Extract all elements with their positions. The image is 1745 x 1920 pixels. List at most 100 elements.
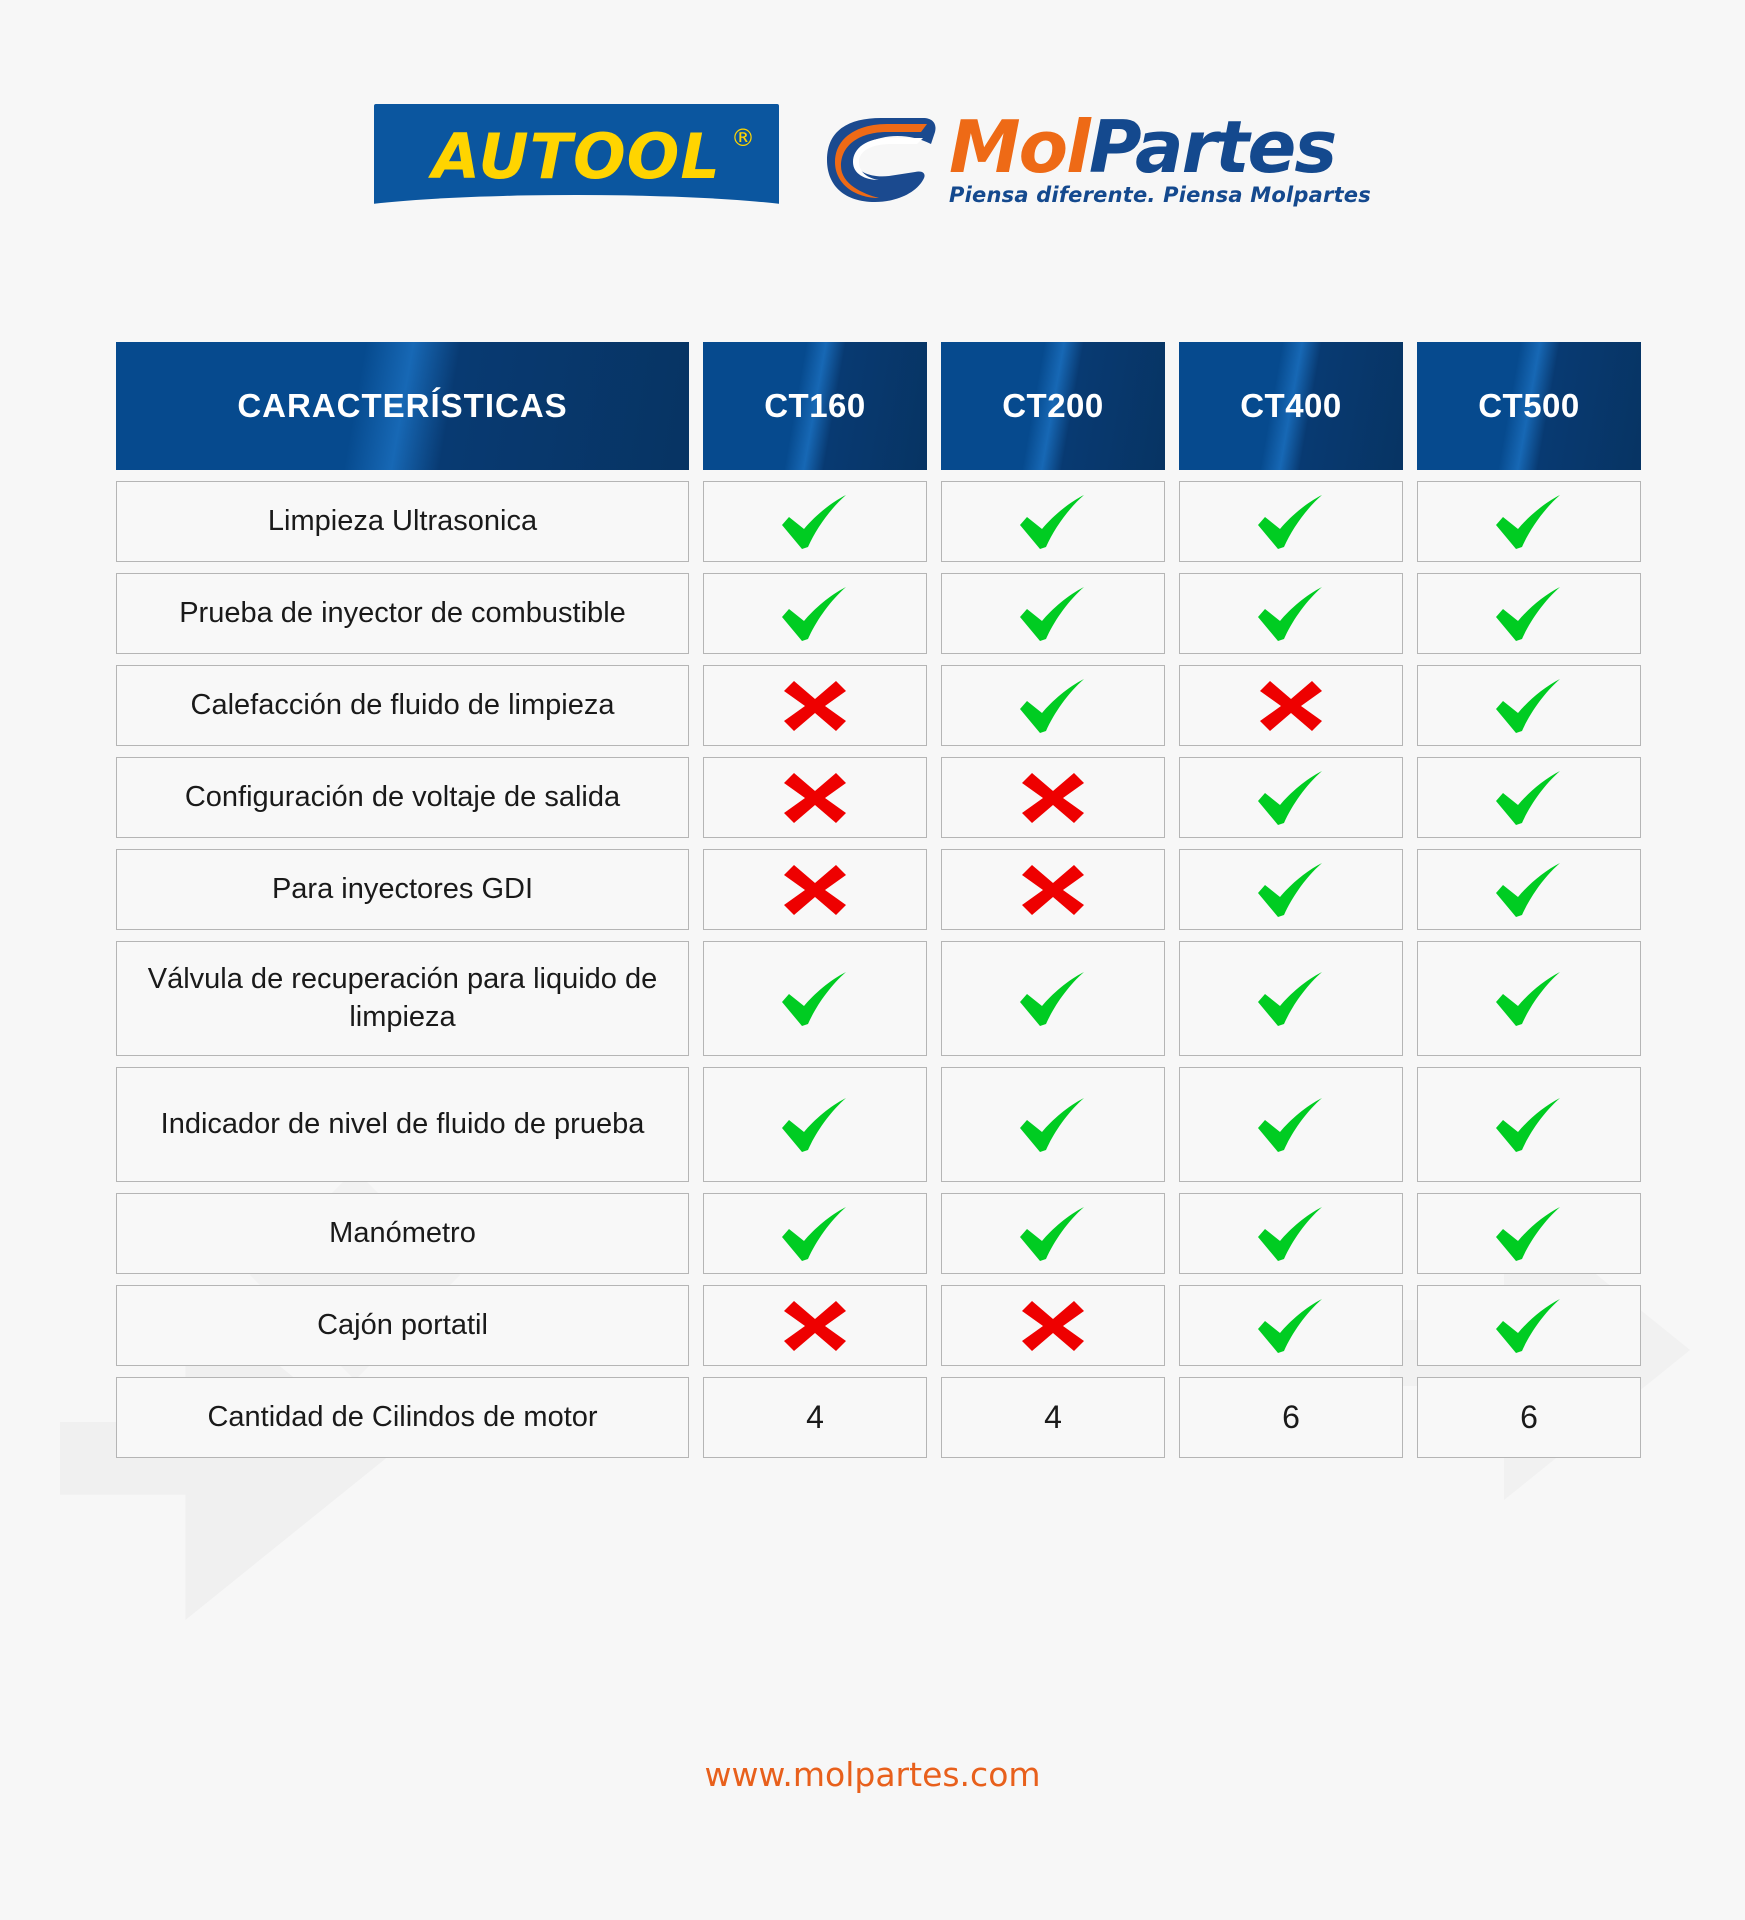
molpartes-wordmark-block: MolPartes Piensa diferente. Piensa Molpa…: [949, 111, 1371, 208]
feature-label: Indicador de nivel de fluido de prueba: [116, 1067, 689, 1182]
cell-ct200-supported: [941, 1067, 1165, 1182]
cell-ct160-supported: [703, 481, 927, 562]
check-icon: [782, 586, 846, 641]
cell-ct500-supported: [1417, 1193, 1641, 1274]
check-icon: [1258, 494, 1322, 549]
cell-ct500-supported: [1417, 1285, 1641, 1366]
header-cell-ct400: CT400: [1179, 342, 1403, 470]
table-row: Limpieza Ultrasonica: [116, 481, 1641, 562]
cell-ct500-supported: [1417, 941, 1641, 1056]
check-icon: [1020, 678, 1084, 733]
cell-ct400-supported: [1179, 941, 1403, 1056]
cross-icon: [784, 680, 846, 731]
feature-label: Prueba de inyector de combustible: [116, 573, 689, 654]
feature-label: Cajón portatil: [116, 1285, 689, 1366]
cell-ct400-supported: [1179, 757, 1403, 838]
header-cell-ct500: CT500: [1417, 342, 1641, 470]
check-icon: [1020, 586, 1084, 641]
cross-icon: [784, 1300, 846, 1351]
cell-ct200-not-supported: [941, 1285, 1165, 1366]
cell-ct160-not-supported: [703, 849, 927, 930]
cross-icon: [784, 864, 846, 915]
table-row: Calefacción de fluido de limpieza: [116, 665, 1641, 746]
registered-trademark-icon: ®: [731, 124, 756, 152]
table-row: Para inyectores GDI: [116, 849, 1641, 930]
cross-icon: [1022, 1300, 1084, 1351]
header-cell-ct160: CT160: [703, 342, 927, 470]
cell-ct160-supported: [703, 573, 927, 654]
check-icon: [1496, 586, 1560, 641]
table-row: Manómetro: [116, 1193, 1641, 1274]
check-icon: [1258, 770, 1322, 825]
cell-ct160-not-supported: [703, 757, 927, 838]
cell-ct160-not-supported: [703, 1285, 927, 1366]
cell-ct500-supported: [1417, 481, 1641, 562]
molpartes-tagline: Piensa diferente. Piensa Molpartes: [949, 183, 1371, 208]
cell-ct200-not-supported: [941, 757, 1165, 838]
table-row: Cajón portatil: [116, 1285, 1641, 1366]
cell-ct500-supported: [1417, 757, 1641, 838]
cell-ct400-value: 6: [1179, 1377, 1403, 1458]
check-icon: [1496, 862, 1560, 917]
header-cell-features: CARACTERÍSTICAS: [116, 342, 689, 470]
check-icon: [1496, 1206, 1560, 1261]
cell-ct400-not-supported: [1179, 665, 1403, 746]
feature-label: Calefacción de fluido de limpieza: [116, 665, 689, 746]
check-icon: [1496, 1298, 1560, 1353]
check-icon: [1020, 971, 1084, 1026]
cell-ct500-supported: [1417, 849, 1641, 930]
cell-ct400-supported: [1179, 1285, 1403, 1366]
check-icon: [1496, 494, 1560, 549]
table-row: Válvula de recuperación para liquido de …: [116, 941, 1641, 1056]
table-row: Cantidad de Cilindos de motor 4 4 6 6: [116, 1377, 1641, 1458]
cell-ct200-supported: [941, 665, 1165, 746]
check-icon: [1258, 586, 1322, 641]
cell-ct160-not-supported: [703, 665, 927, 746]
footer-website-url[interactable]: www.molpartes.com: [704, 1755, 1041, 1794]
autool-logo: AUTOOL ®: [374, 104, 780, 216]
check-icon: [782, 971, 846, 1026]
logo-bar: AUTOOL ® MolPartes Piensa diferente. Pie…: [0, 95, 1745, 225]
cell-ct400-supported: [1179, 1193, 1403, 1274]
check-icon: [782, 1206, 846, 1261]
check-icon: [1020, 1097, 1084, 1152]
check-icon: [782, 494, 846, 549]
autool-wordmark: AUTOOL: [432, 119, 721, 193]
cross-icon: [784, 772, 846, 823]
cell-ct160-supported: [703, 1193, 927, 1274]
feature-label: Manómetro: [116, 1193, 689, 1274]
cross-icon: [1260, 680, 1322, 731]
molpartes-logo: MolPartes Piensa diferente. Piensa Molpa…: [819, 110, 1371, 210]
cross-icon: [1022, 772, 1084, 823]
check-icon: [1020, 1206, 1084, 1261]
molpartes-wordmark: MolPartes: [949, 111, 1371, 183]
cell-ct400-supported: [1179, 573, 1403, 654]
cell-ct200-value: 4: [941, 1377, 1165, 1458]
feature-label: Válvula de recuperación para liquido de …: [116, 941, 689, 1056]
feature-label: Configuración de voltaje de salida: [116, 757, 689, 838]
cross-icon: [1022, 864, 1084, 915]
cell-ct200-supported: [941, 941, 1165, 1056]
check-icon: [1258, 1206, 1322, 1261]
cell-ct160-value: 4: [703, 1377, 927, 1458]
cell-ct200-supported: [941, 1193, 1165, 1274]
comparison-table: CARACTERÍSTICAS CT160 CT200 CT400 CT500 …: [116, 342, 1641, 1469]
table-row: Configuración de voltaje de salida: [116, 757, 1641, 838]
feature-label: Cantidad de Cilindos de motor: [116, 1377, 689, 1458]
cell-ct400-supported: [1179, 1067, 1403, 1182]
check-icon: [1496, 678, 1560, 733]
cell-ct200-supported: [941, 573, 1165, 654]
check-icon: [1496, 1097, 1560, 1152]
cell-ct500-supported: [1417, 1067, 1641, 1182]
cell-ct200-supported: [941, 481, 1165, 562]
feature-label: Para inyectores GDI: [116, 849, 689, 930]
cell-ct500-supported: [1417, 573, 1641, 654]
cell-ct160-supported: [703, 941, 927, 1056]
check-icon: [1020, 494, 1084, 549]
check-icon: [1496, 770, 1560, 825]
table-header-row: CARACTERÍSTICAS CT160 CT200 CT400 CT500: [116, 342, 1641, 470]
check-icon: [1258, 1097, 1322, 1152]
feature-label: Limpieza Ultrasonica: [116, 481, 689, 562]
table-row: Prueba de inyector de combustible: [116, 573, 1641, 654]
header-cell-ct200: CT200: [941, 342, 1165, 470]
